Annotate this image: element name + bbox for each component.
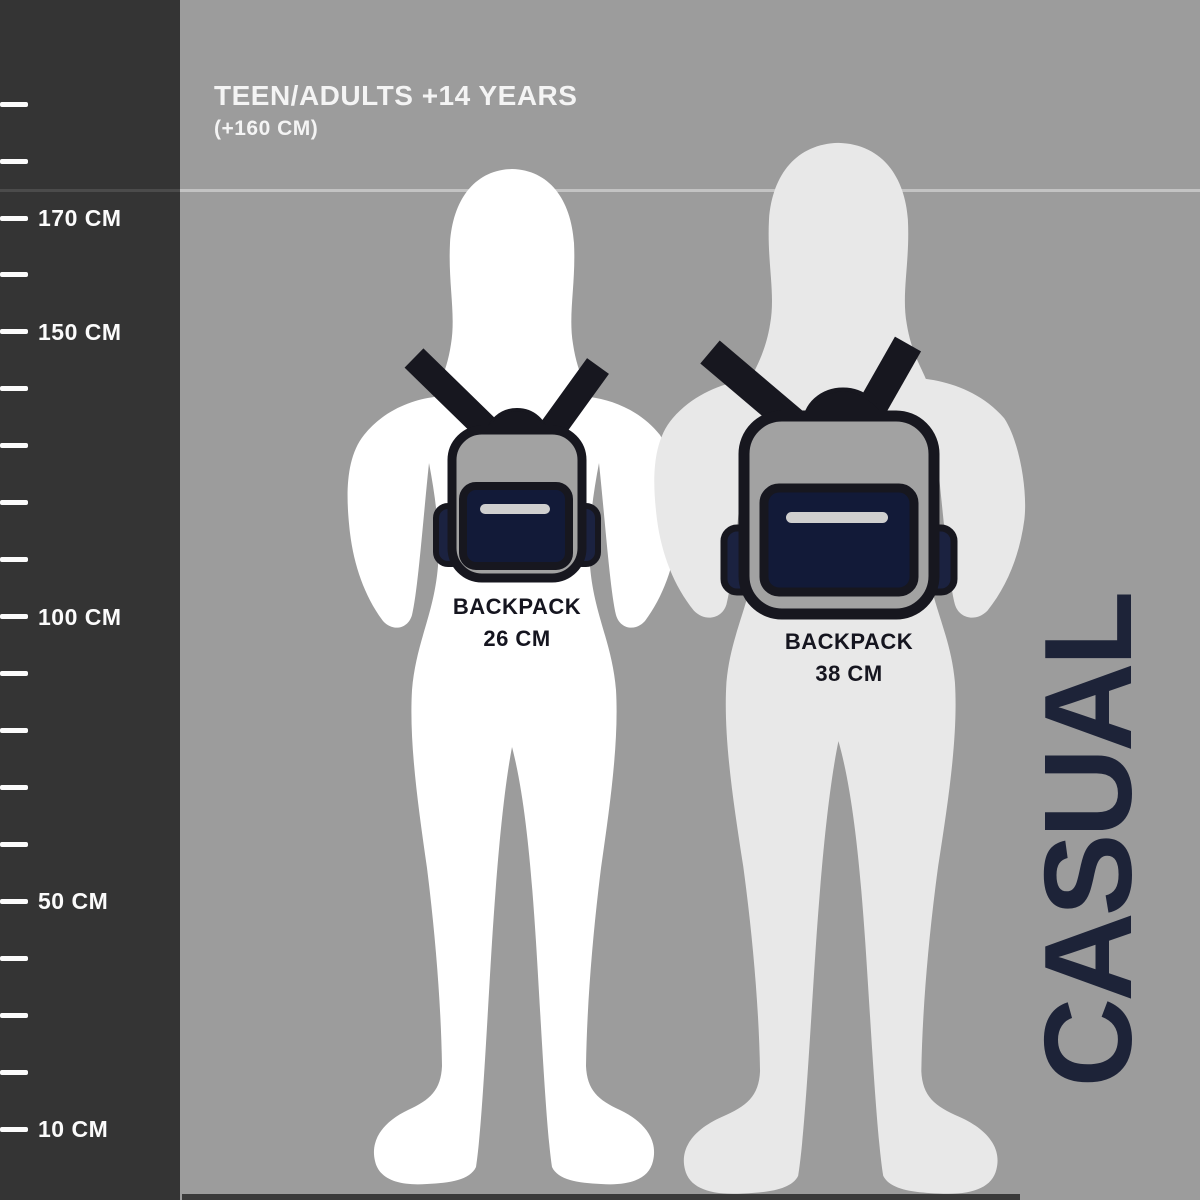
ruler-tick bbox=[0, 101, 28, 107]
ground-bar bbox=[182, 1194, 1020, 1200]
backpack-26-label-line2: 26 CM bbox=[483, 626, 551, 651]
backpack-26-front-pocket bbox=[459, 482, 573, 570]
backpack-38-label-line1: BACKPACK bbox=[784, 629, 914, 654]
backpack-26-strap-left bbox=[404, 348, 504, 446]
header: TEEN/ADULTS +14 YEARS (+160 CM) bbox=[214, 80, 577, 141]
backpack-38-front-pocket bbox=[759, 483, 919, 597]
backpack-26-zipper bbox=[480, 504, 550, 514]
ruler-tick bbox=[0, 215, 28, 221]
backpack-26-label-line1: BACKPACK bbox=[452, 594, 582, 619]
backpack-38-label-line2: 38 CM bbox=[815, 661, 883, 686]
ruler-tick-label: 150 CM bbox=[38, 318, 122, 345]
ruler-tick bbox=[0, 1012, 28, 1018]
backpack-38cm-icon bbox=[700, 336, 958, 620]
height-reference-line-on-panel bbox=[0, 189, 180, 192]
ruler-tick-label: 100 CM bbox=[38, 603, 122, 630]
ruler-tick-label: 170 CM bbox=[38, 205, 122, 231]
ruler-tick-label: 50 CM bbox=[38, 888, 109, 915]
backpack-38-zipper bbox=[786, 512, 888, 523]
figure-silhouette-left bbox=[347, 169, 679, 1185]
ruler-tick bbox=[0, 727, 28, 733]
ruler-tick bbox=[0, 671, 28, 677]
ruler-tick bbox=[0, 386, 28, 392]
backpack-26-label: BACKPACK 26 CM bbox=[417, 594, 617, 652]
figure-silhouette-right bbox=[654, 142, 1026, 1194]
ruler-tick bbox=[0, 272, 28, 278]
ruler-tick bbox=[0, 1069, 28, 1075]
backpack-26cm-icon bbox=[404, 348, 609, 583]
ruler-tick bbox=[0, 1126, 28, 1132]
ruler-tick bbox=[0, 500, 28, 506]
height-reference-line bbox=[180, 189, 1200, 192]
ruler-tick bbox=[0, 898, 28, 904]
casual-side-label: CASUAL bbox=[1020, 594, 1158, 1088]
ruler-tick bbox=[0, 158, 28, 164]
ruler-tick bbox=[0, 784, 28, 790]
ruler-tick bbox=[0, 443, 28, 449]
ruler-tick bbox=[0, 841, 28, 847]
ruler-panel: 170 CM 150 CM 100 CM 50 CM 10 CM bbox=[0, 0, 180, 1200]
ruler-tick bbox=[0, 557, 28, 563]
backpack-38-label: BACKPACK 38 CM bbox=[749, 629, 949, 687]
header-subtitle: (+160 CM) bbox=[214, 117, 319, 140]
header-title: TEEN/ADULTS +14 YEARS bbox=[214, 80, 578, 111]
ruler-tick bbox=[0, 329, 28, 335]
ruler-tick bbox=[0, 614, 28, 620]
ruler-tick-label: 10 CM bbox=[38, 1116, 109, 1143]
ruler-tick bbox=[0, 955, 28, 961]
